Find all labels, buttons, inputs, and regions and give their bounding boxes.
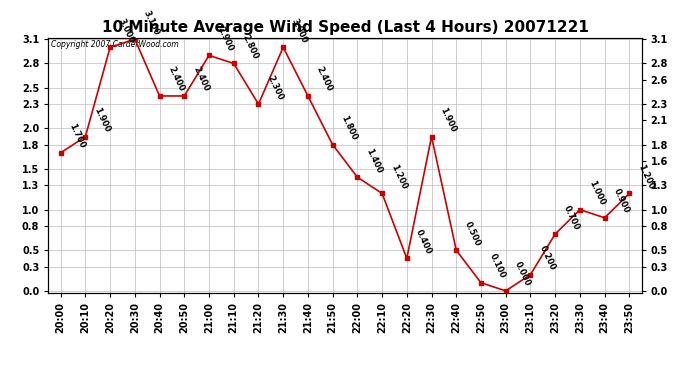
Text: 3.000: 3.000 — [290, 17, 309, 45]
Text: 2.800: 2.800 — [241, 33, 260, 61]
Text: 0.400: 0.400 — [414, 228, 433, 256]
Text: 2.300: 2.300 — [266, 74, 285, 101]
Text: 1.000: 1.000 — [586, 179, 606, 207]
Text: 1.400: 1.400 — [364, 147, 384, 174]
Text: 0.500: 0.500 — [463, 220, 482, 248]
Text: 0.900: 0.900 — [611, 188, 631, 215]
Text: 0.100: 0.100 — [488, 252, 507, 280]
Text: 3.100: 3.100 — [141, 9, 161, 36]
Text: 0.200: 0.200 — [538, 244, 557, 272]
Text: 2.900: 2.900 — [216, 25, 235, 52]
Text: 2.400: 2.400 — [166, 65, 186, 93]
Text: 0.000: 0.000 — [513, 261, 532, 288]
Text: 2.400: 2.400 — [315, 65, 334, 93]
Text: 1.200: 1.200 — [389, 163, 408, 190]
Text: 1.900: 1.900 — [92, 106, 112, 134]
Text: 1.200: 1.200 — [636, 163, 656, 190]
Title: 10 Minute Average Wind Speed (Last 4 Hours) 20071221: 10 Minute Average Wind Speed (Last 4 Hou… — [101, 20, 589, 35]
Text: Copyright 2007 CarderWood.com: Copyright 2007 CarderWood.com — [51, 40, 179, 49]
Text: 1.800: 1.800 — [339, 114, 359, 142]
Text: 3.000: 3.000 — [117, 17, 137, 45]
Text: 2.400: 2.400 — [191, 65, 210, 93]
Text: 0.700: 0.700 — [562, 204, 582, 231]
Text: 1.900: 1.900 — [438, 106, 457, 134]
Text: 1.700: 1.700 — [68, 122, 87, 150]
